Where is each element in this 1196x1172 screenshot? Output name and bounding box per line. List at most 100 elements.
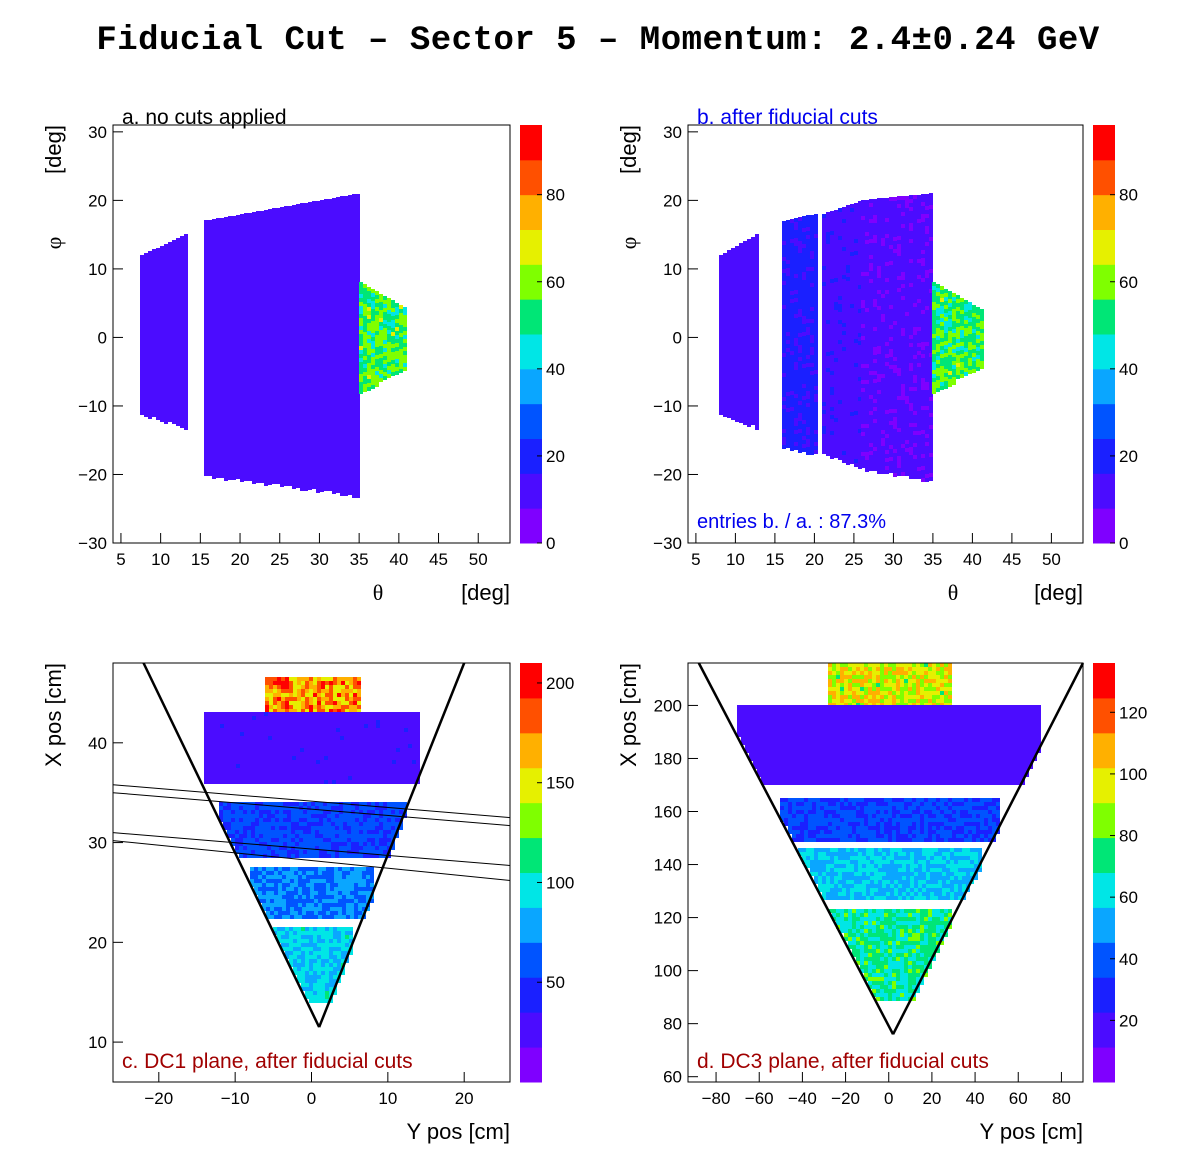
heatmap-cell	[236, 275, 240, 279]
heatmap-cell	[284, 442, 288, 446]
heatmap-cell	[280, 219, 284, 223]
heatmap-cell	[232, 312, 236, 316]
heatmap-cell	[168, 242, 172, 246]
heatmap-cell	[359, 378, 363, 382]
heatmap-cell	[184, 322, 188, 326]
heatmap-cell	[248, 341, 252, 345]
heatmap-cell	[826, 420, 830, 424]
heatmap-cell	[782, 325, 786, 329]
heatmap-cell	[727, 342, 731, 346]
heatmap-cell	[727, 306, 731, 310]
heatmap-cell	[172, 376, 176, 380]
heatmap-cell	[256, 279, 260, 283]
heatmap-cell	[220, 410, 224, 414]
heatmap-cell	[751, 405, 755, 409]
heatmap-cell	[324, 335, 328, 339]
heatmap-cell	[156, 396, 160, 400]
heatmap-cell	[798, 393, 802, 397]
heatmap-cell	[248, 245, 252, 249]
heatmap-cell	[308, 298, 312, 302]
heatmap-cell	[304, 367, 308, 371]
heatmap-cell	[296, 292, 300, 296]
heatmap-cell	[256, 339, 260, 343]
heatmap-cell	[826, 300, 830, 304]
heatmap-cell	[232, 356, 236, 360]
heatmap-cell	[284, 226, 288, 230]
heatmap-cell	[160, 362, 164, 366]
heatmap-cell	[850, 204, 854, 208]
heatmap-cell	[838, 224, 842, 228]
heatmap-cell	[300, 447, 304, 451]
heatmap-cell	[723, 293, 727, 297]
heatmap-cell	[320, 468, 324, 472]
heatmap-cell	[328, 299, 332, 303]
heatmap-cell	[272, 320, 276, 324]
heatmap-cell	[731, 388, 735, 392]
heatmap-cell	[727, 250, 731, 254]
heatmap-cell	[723, 345, 727, 349]
heatmap-cell	[160, 410, 164, 414]
heatmap-cell	[220, 458, 224, 462]
heatmap-cell	[308, 346, 312, 350]
heatmap-cell	[328, 391, 332, 395]
heatmap-cell	[822, 330, 826, 334]
heatmap-cell	[236, 427, 240, 431]
heatmap-cell	[268, 409, 272, 413]
heatmap-cell	[802, 448, 806, 452]
heatmap-cell	[168, 402, 172, 406]
heatmap-cell	[312, 297, 316, 301]
heatmap-cell	[834, 418, 838, 422]
heatmap-cell	[144, 401, 148, 405]
heatmap-cell	[160, 370, 164, 374]
heatmap-cell	[348, 311, 352, 315]
heatmap-cell	[838, 356, 842, 360]
heatmap-cell	[268, 265, 272, 269]
heatmap-cell	[830, 279, 834, 283]
heatmap-cell	[232, 216, 236, 220]
heatmap-cell	[391, 340, 395, 344]
heatmap-cell	[320, 368, 324, 372]
heatmap-cell	[359, 358, 363, 362]
heatmap-cell	[212, 375, 216, 379]
heatmap-cell	[248, 409, 252, 413]
heatmap-cell	[320, 312, 324, 316]
heatmap-cell	[842, 235, 846, 239]
heatmap-cell	[280, 279, 284, 283]
heatmap-cell	[332, 302, 336, 306]
heatmap-cell	[320, 328, 324, 332]
heatmap-cell	[236, 387, 240, 391]
heatmap-cell	[216, 230, 220, 234]
heatmap-cell	[340, 404, 344, 408]
heatmap-cell	[826, 260, 830, 264]
heatmap-cell	[304, 323, 308, 327]
heatmap-cell	[798, 261, 802, 265]
heatmap-cell	[312, 437, 316, 441]
x-axis-unit: [deg]	[461, 580, 510, 605]
heatmap-cell	[268, 297, 272, 301]
heatmap-cell	[344, 240, 348, 244]
heatmap-cell	[220, 222, 224, 226]
heatmap-cell	[272, 464, 276, 468]
heatmap-cells	[140, 194, 407, 498]
heatmap-cell	[332, 286, 336, 290]
heatmap-cell	[152, 253, 156, 257]
heatmap-cell	[786, 300, 790, 304]
heatmap-cell	[340, 468, 344, 472]
heatmap-cell	[328, 423, 332, 427]
heatmap-cell	[248, 389, 252, 393]
heatmap-cell	[731, 320, 735, 324]
heatmap-cell	[336, 409, 340, 413]
heatmap-cell	[152, 321, 156, 325]
heatmap-cell	[280, 319, 284, 323]
heatmap-cell	[403, 327, 407, 331]
heatmap-cell	[822, 278, 826, 282]
heatmap-cell	[256, 307, 260, 311]
heatmap-cell	[204, 372, 208, 376]
heatmap-cell	[743, 349, 747, 353]
heatmap-cell	[240, 282, 244, 286]
heatmap-cell	[288, 278, 292, 282]
heatmap-cell	[826, 404, 830, 408]
heatmap-cell	[248, 393, 252, 397]
heatmap-cell	[332, 330, 336, 334]
heatmap-cell	[328, 243, 332, 247]
